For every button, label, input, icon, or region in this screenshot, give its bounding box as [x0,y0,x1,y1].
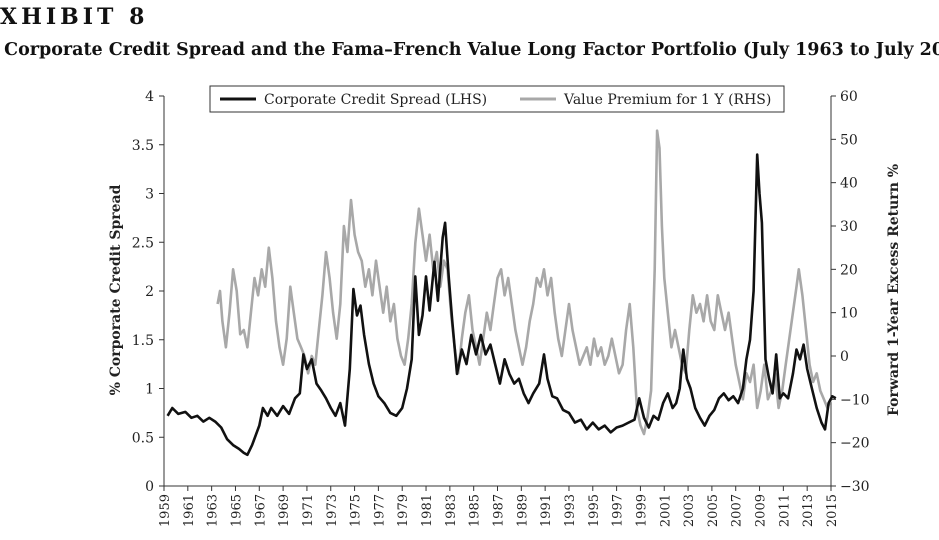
x-tick-label: 1959 [158,494,173,527]
x-tick-label: 1961 [182,494,197,527]
right-tick-label: 20 [840,262,858,278]
right-tick-label: 60 [840,89,858,105]
x-tick-label: 1985 [468,494,483,527]
x-tick-label: 2009 [754,494,769,527]
left-tick-label: 1 [145,382,154,398]
legend-entry-value-premium: Value Premium for 1 Y (RHS) [563,92,771,108]
x-tick-label: 2015 [825,494,840,527]
x-tick-label: 1991 [539,494,554,527]
right-tick-label: −10 [840,392,870,408]
legend-entry-credit-spread: Corporate Credit Spread (LHS) [264,92,487,108]
x-tick-label: 2003 [682,494,697,527]
x-tick-label: 1979 [396,494,411,527]
left-tick-label: 0 [145,479,154,495]
left-axis-label: % Corporate Credit Spread [108,184,124,395]
right-tick-label: 0 [840,349,849,365]
axes-group [163,96,832,487]
series-lines-group [166,129,837,457]
right-tick-label: −30 [840,479,870,495]
left-tick-label: 3 [145,187,154,203]
x-tick-label: 1981 [420,494,435,527]
ticks-group: 0 0.5 1 1.5 2 2.5 3 3.5 4 −30 −20 −10 0 10 20 30 40 50 60 1… [132,89,870,527]
right-tick-label: 10 [840,306,858,322]
x-tick-label: 1993 [563,494,578,527]
x-tick-label: 1989 [515,494,530,527]
left-tick-label: 2 [145,284,154,300]
left-tick-label: 3.5 [132,138,154,154]
right-tick-label: 30 [840,219,858,235]
credit-spread-series-line [166,153,837,457]
chart-title: . Corporate Credit Spread and the Fama–F… [0,40,939,60]
x-tick-label: 1973 [325,494,340,527]
x-tick-label: 1995 [587,494,602,527]
legend: Corporate Credit Spread (LHS) Value Prem… [209,85,785,113]
left-tick-label: 0.5 [132,430,154,446]
left-tick-label: 2.5 [132,235,154,251]
right-tick-label: 40 [840,176,858,192]
x-tick-label: 1983 [444,494,459,527]
x-tick-label: 1967 [253,494,268,527]
x-tick-label: 1999 [634,494,649,527]
x-tick-label: 2001 [658,494,673,527]
x-tick-label: 1997 [611,494,626,527]
x-tick-label: 1963 [206,494,221,527]
x-tick-label: 2013 [801,494,816,527]
right-tick-label: 50 [840,132,858,148]
x-tick-label: 1971 [301,494,316,527]
exhibit-label: XHIBIT 8 [0,4,149,30]
x-tick-label: 2007 [730,494,745,527]
right-axis-label: Forward 1-Year Excess Return % [886,164,902,416]
legend-box [209,85,785,113]
left-tick-label: 1.5 [132,333,154,349]
x-tick-label: 1987 [492,494,507,527]
x-tick-label: 2005 [706,494,721,527]
left-tick-label: 4 [145,89,154,105]
x-tick-label: 1977 [372,494,387,527]
x-tick-label: 1975 [349,494,364,527]
x-tick-label: 1965 [229,494,244,527]
x-tick-label: 1969 [277,494,292,527]
x-tick-label: 2011 [777,494,792,527]
right-tick-label: −20 [840,436,870,452]
value-premium-series-line [216,129,833,436]
